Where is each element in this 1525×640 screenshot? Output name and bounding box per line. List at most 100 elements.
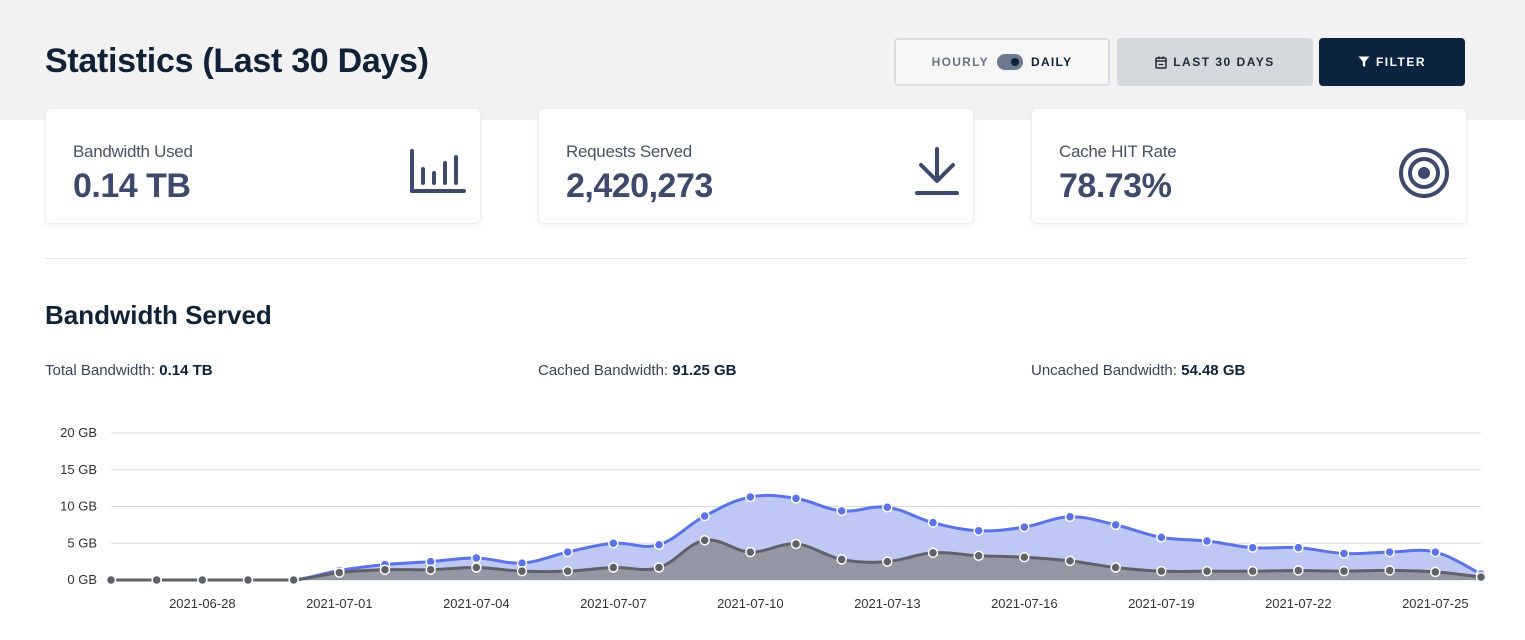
- x-tick-label: 2021-07-04: [443, 596, 510, 611]
- y-tick-label: 0 GB: [67, 572, 97, 587]
- series-a-point: [973, 525, 984, 537]
- series-b-point: [882, 556, 893, 567]
- stat-value: 91.25 GB: [672, 362, 737, 379]
- series-a-point: [1247, 542, 1258, 553]
- series-a-point: [1430, 546, 1441, 558]
- series-b-point: [1338, 565, 1350, 577]
- series-b-point: [425, 564, 436, 575]
- series-a-point: [562, 546, 573, 558]
- series-a-point: [1156, 532, 1167, 543]
- series-a-point: [927, 517, 939, 528]
- x-tick-label: 2021-07-16: [991, 596, 1058, 611]
- y-tick-label: 10 GB: [60, 499, 97, 514]
- series-b-point: [288, 574, 299, 586]
- card-label: Requests Served: [566, 142, 692, 161]
- series-a-point: [471, 552, 482, 564]
- cache-hit-rate-card: Cache HIT Rate 78.73%: [1031, 108, 1467, 224]
- series-b-point: [1384, 565, 1395, 576]
- y-tick-label: 5 GB: [67, 535, 97, 550]
- y-tick-label: 20 GB: [60, 425, 97, 440]
- filter-button[interactable]: FILTER: [1319, 38, 1465, 86]
- filter-label: FILTER: [1375, 55, 1427, 69]
- series-b-point: [745, 546, 756, 558]
- series-b-point: [1064, 555, 1076, 567]
- series-b-point: [242, 574, 254, 586]
- series-b-point: [197, 574, 208, 586]
- stat-value: 54.48 GB: [1181, 362, 1246, 379]
- series-b-point: [471, 562, 482, 573]
- total-bandwidth-stat: Total Bandwidth: 0.14 TB: [45, 362, 213, 379]
- bandwidth-chart: 0 GB 5 GB 10 GB 15 GB 20 GB 2021-06-28 2021-07…: [60, 425, 1487, 611]
- series-b-point: [334, 567, 345, 578]
- stat-label: Uncached Bandwidth:: [1031, 362, 1177, 379]
- series-b-point: [1430, 566, 1441, 578]
- series-b-point: [1293, 565, 1304, 576]
- card-value: 78.73%: [1059, 167, 1172, 205]
- x-tick-label: 2021-07-25: [1402, 596, 1469, 611]
- card-label: Bandwidth Used: [73, 142, 193, 161]
- granularity-toggle[interactable]: HOURLY DAILY: [894, 38, 1110, 86]
- series-a-point: [882, 501, 893, 513]
- x-tick-label: 2021-06-28: [169, 596, 236, 611]
- y-tick-label: 15 GB: [60, 462, 97, 477]
- filter-icon: [1358, 56, 1370, 67]
- calendar-icon: [1155, 56, 1167, 69]
- series-b-point: [1201, 565, 1213, 577]
- date-range-label: LAST 30 DAYS: [1173, 55, 1275, 69]
- series-a-point: [1338, 548, 1350, 559]
- series-b-point: [836, 554, 847, 565]
- card-label: Cache HIT Rate: [1059, 142, 1177, 161]
- x-tick-label: 2021-07-22: [1265, 596, 1332, 611]
- toggle-daily-label[interactable]: DAILY: [1030, 55, 1073, 69]
- series-b-point: [516, 565, 528, 577]
- series-a-point: [608, 538, 619, 549]
- download-icon: [915, 147, 959, 195]
- series-b-point: [973, 550, 984, 561]
- stat-label: Total Bandwidth:: [45, 362, 156, 379]
- series-b-point: [790, 538, 802, 550]
- x-tick-label: 2021-07-10: [717, 596, 784, 611]
- series-b-point: [1475, 571, 1487, 583]
- stat-label: Cached Bandwidth:: [538, 362, 669, 379]
- series-b-point: [927, 547, 939, 559]
- series-b-point: [653, 562, 665, 573]
- series-a-point: [1293, 542, 1304, 553]
- series-b-point: [151, 574, 162, 586]
- uncached-bandwidth-stat: Uncached Bandwidth: 54.48 GB: [1031, 362, 1245, 379]
- x-tick-label: 2021-07-07: [580, 596, 647, 611]
- date-range-button[interactable]: LAST 30 DAYS: [1117, 38, 1313, 86]
- series-a-point: [1110, 519, 1121, 531]
- card-value: 0.14 TB: [73, 167, 191, 205]
- series-a-point: [745, 491, 756, 503]
- target-icon: [1399, 148, 1449, 198]
- series-a-point: [1064, 511, 1076, 523]
- series-a-point: [790, 493, 802, 504]
- series-a-point: [1201, 535, 1213, 547]
- series-b-point: [105, 574, 117, 586]
- series-a-point: [836, 505, 847, 517]
- series-b-point: [1110, 562, 1121, 573]
- bar-chart-icon: [410, 149, 466, 193]
- section-title: Bandwidth Served: [45, 300, 272, 330]
- series-a-area: [111, 495, 1481, 580]
- stat-value: 0.14 TB: [159, 362, 213, 379]
- card-value: 2,420,273: [566, 167, 713, 205]
- x-tick-label: 2021-07-01: [306, 596, 373, 611]
- page-header: Statistics (Last 30 Days) HOURLY DAILY L…: [0, 0, 1525, 120]
- series-a-point: [1384, 546, 1395, 558]
- toggle-hourly-label[interactable]: HOURLY: [931, 55, 989, 69]
- series-b-point: [1019, 551, 1030, 563]
- series-b-point: [608, 562, 619, 573]
- section-divider: [45, 258, 1467, 259]
- requests-served-card: Requests Served 2,420,273: [538, 108, 974, 224]
- toggle-knob: [1008, 56, 1021, 68]
- series-b-point: [699, 535, 710, 546]
- series-b-point: [1247, 565, 1258, 577]
- bandwidth-used-card: Bandwidth Used 0.14 TB: [45, 108, 481, 224]
- series-b-point: [562, 565, 573, 577]
- x-tick-label: 2021-07-19: [1128, 596, 1195, 611]
- x-tick-label: 2021-07-13: [854, 596, 921, 611]
- toggle-switch[interactable]: [996, 54, 1023, 70]
- series-a-point: [653, 539, 665, 550]
- series-a-point: [699, 510, 710, 522]
